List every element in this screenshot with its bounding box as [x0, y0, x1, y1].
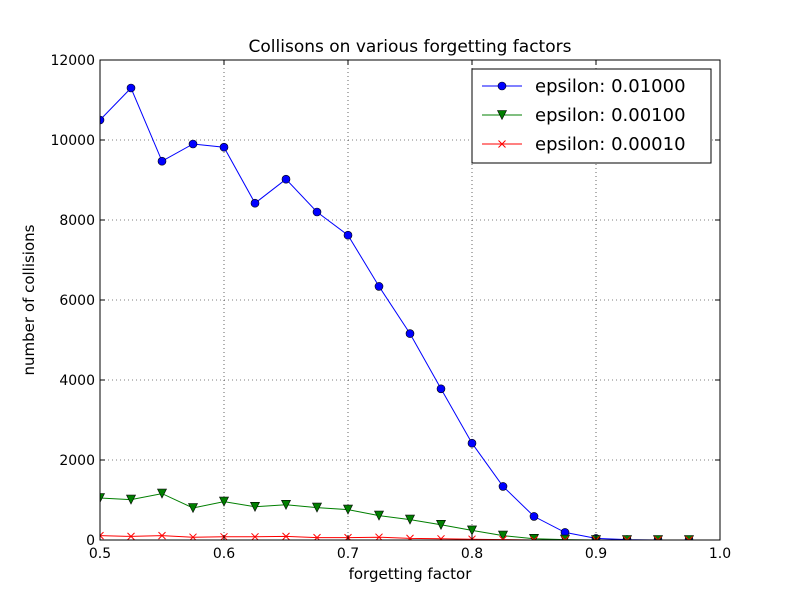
data-point — [684, 535, 694, 540]
data-point — [498, 530, 508, 540]
series-line — [100, 535, 689, 540]
data-point — [127, 532, 135, 540]
data-point — [467, 438, 477, 448]
x-axis-label: forgetting factor — [349, 565, 473, 583]
data-point — [219, 142, 229, 152]
data-point — [529, 533, 539, 540]
y-tick-label: 6000 — [59, 293, 95, 309]
legend-item: epsilon: 0.00010 — [482, 134, 686, 155]
y-tick-label: 10000 — [50, 133, 95, 149]
data-point — [530, 536, 538, 540]
data-point — [685, 536, 693, 540]
y-tick-label: 12000 — [50, 53, 95, 69]
data-point — [436, 384, 446, 394]
data-point — [100, 115, 105, 125]
data-point — [251, 532, 259, 540]
data-point — [374, 510, 384, 521]
data-point — [437, 534, 445, 540]
data-point — [654, 536, 662, 540]
data-point — [405, 329, 415, 338]
axis-ticks: 0.5 0.6 0.7 0.8 0.9 1.0 0 2000 4000 6000 8000 10000… — [50, 53, 731, 562]
legend-label: epsilon: 0.01000 — [535, 76, 686, 97]
data-point — [100, 531, 104, 540]
legend-item: epsilon: 0.00100 — [482, 105, 686, 126]
y-axis-label: number of collisions — [20, 224, 38, 375]
series-line — [100, 87, 689, 540]
chart-title: Collisons on various forgetting factors — [249, 37, 572, 57]
data-point — [592, 536, 600, 540]
data-point — [282, 532, 290, 540]
legend-marker — [497, 81, 507, 91]
data-point — [157, 156, 167, 166]
series-3 — [100, 531, 693, 540]
legend-label: epsilon: 0.00100 — [535, 105, 686, 126]
legend-item: epsilon: 0.01000 — [482, 76, 686, 97]
legend-label: epsilon: 0.00010 — [535, 134, 686, 155]
y-tick-label: 4000 — [59, 373, 95, 389]
y-tick-label: 0 — [86, 533, 95, 549]
data-point — [100, 493, 105, 504]
x-tick-label: 0.6 — [213, 546, 235, 562]
legend: epsilon: 0.01000 epsilon: 0.00100 epsilon:… — [471, 68, 712, 164]
legend-box — [471, 68, 712, 164]
data-point — [126, 83, 136, 93]
data-point — [188, 503, 198, 514]
data-point — [406, 534, 414, 540]
data-point — [157, 488, 167, 499]
data-point — [436, 519, 446, 530]
data-point — [312, 207, 322, 217]
data-point — [158, 531, 166, 540]
data-point — [622, 535, 632, 540]
data-point — [126, 494, 136, 505]
x-tick-label: 0.8 — [461, 546, 483, 562]
data-point — [561, 536, 569, 540]
plot-series — [100, 83, 694, 540]
data-point — [374, 282, 384, 291]
data-point — [281, 499, 291, 510]
legend-marker — [498, 140, 506, 148]
data-point — [219, 496, 229, 507]
y-tick-label: 2000 — [59, 453, 95, 469]
data-point — [343, 230, 353, 240]
x-tick-label: 0.5 — [89, 546, 111, 562]
data-point — [529, 512, 539, 521]
data-point — [188, 139, 198, 149]
data-point — [250, 198, 260, 208]
x-tick-label: 1.0 — [709, 546, 731, 562]
data-point — [467, 525, 477, 536]
data-point — [623, 536, 631, 540]
x-tick-label: 0.7 — [337, 546, 359, 562]
data-point — [498, 482, 508, 491]
data-point — [250, 501, 260, 512]
x-tick-label: 0.9 — [585, 546, 607, 562]
data-point — [312, 502, 322, 513]
y-tick-label: 8000 — [59, 213, 95, 229]
data-point — [405, 514, 415, 525]
data-point — [281, 174, 291, 184]
data-point — [343, 504, 353, 515]
data-point — [653, 535, 663, 540]
legend-marker — [497, 110, 507, 121]
